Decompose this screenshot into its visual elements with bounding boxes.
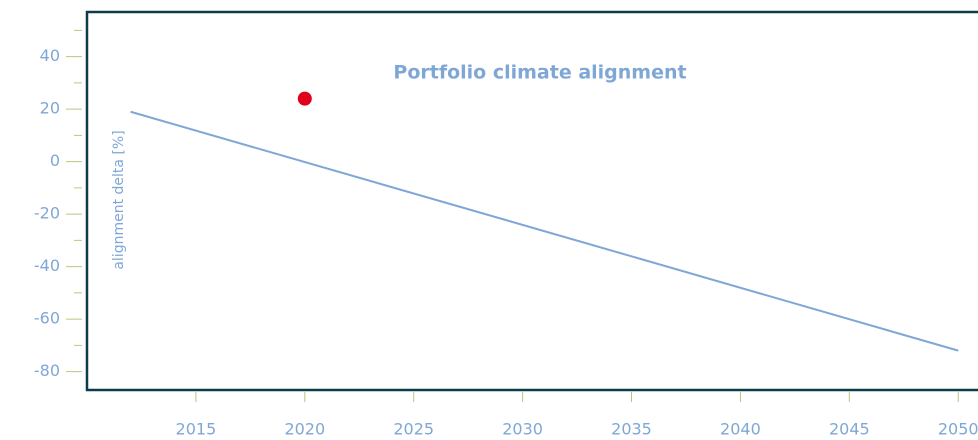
- y-tick-label: -40: [34, 256, 60, 275]
- y-tick-label: 40: [40, 46, 60, 65]
- x-tick-label: 2050: [938, 420, 978, 439]
- x-tick-label: 2045: [829, 420, 870, 439]
- x-tick-label: 2030: [502, 420, 543, 439]
- y-axis-label: alignment delta [%]: [111, 130, 127, 269]
- x-tick-label: 2035: [611, 420, 652, 439]
- x-tick-label: 2015: [176, 420, 217, 439]
- y-tick-label: -80: [34, 361, 60, 380]
- y-tick-label: 0: [50, 151, 60, 170]
- y-tick-label: -20: [34, 204, 60, 223]
- x-tick-label: 2025: [393, 420, 434, 439]
- y-tick-label: 20: [40, 99, 60, 118]
- x-tick-label: 2020: [284, 420, 325, 439]
- plot-frame: [85, 10, 978, 392]
- line: [130, 110, 959, 352]
- point: [297, 91, 312, 106]
- y-tick-label: -60: [34, 309, 60, 328]
- chart-title: Portfolio climate alignment: [393, 62, 686, 84]
- x-tick-label: 2040: [720, 420, 761, 439]
